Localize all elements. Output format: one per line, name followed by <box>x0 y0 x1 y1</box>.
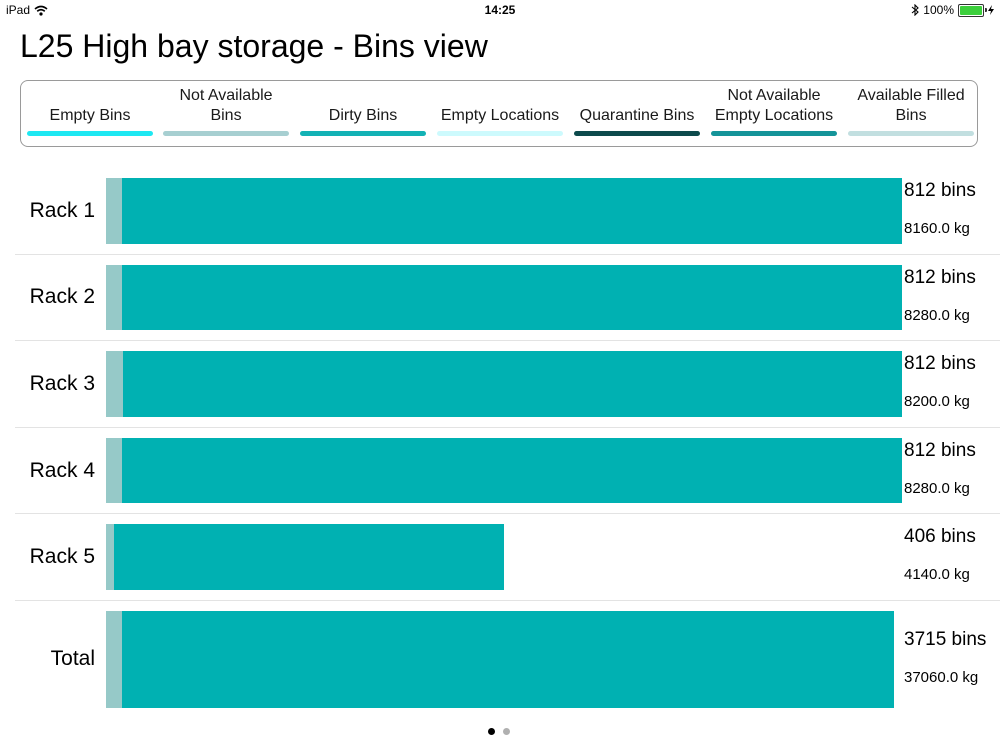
rack-label: Rack 2 <box>29 285 95 309</box>
device-name: iPad <box>6 3 31 17</box>
legend-item-not-available-empty-locations[interactable]: Not Available Empty Locations <box>711 81 837 147</box>
weight: 8200.0 kg <box>904 393 970 411</box>
page-indicator[interactable] <box>488 728 510 735</box>
rack-bar <box>106 178 902 244</box>
legend-swatch <box>163 131 289 136</box>
bar-segment-not-available <box>106 264 122 331</box>
weight: 8280.0 kg <box>904 479 970 497</box>
legend-swatch <box>300 131 426 136</box>
bar-segment-filled <box>121 610 894 708</box>
rack-bar <box>106 524 504 590</box>
total-weight: 37060.0 kg <box>904 668 979 686</box>
legend-item-dirty-bins[interactable]: Dirty Bins <box>300 81 426 147</box>
legend-label: Dirty Bins <box>328 107 398 124</box>
battery-percent: 100% <box>923 3 954 17</box>
weight: 4140.0 kg <box>904 566 970 584</box>
legend-item-quarantine-bins[interactable]: Quarantine Bins <box>574 81 700 147</box>
rack-label: Rack 3 <box>29 371 95 395</box>
legend-label: Not Available Empty Locations <box>714 87 834 124</box>
legend-swatch <box>574 131 700 136</box>
bluetooth-icon <box>911 4 920 16</box>
bar-segment-not-available <box>106 524 114 590</box>
status-bar-left: iPad <box>6 3 48 17</box>
bar-segment-filled <box>122 351 902 417</box>
legend: Empty Bins Not Available Bins Dirty Bins… <box>20 80 978 147</box>
legend-label: Not Available Bins <box>179 87 273 124</box>
legend-label: Quarantine Bins <box>579 107 695 124</box>
rack-row-4[interactable]: Rack 4 812 bins 8280.0 kg <box>15 428 1000 515</box>
total-row[interactable]: Total 3715 bins 37060.0 kg <box>15 601 1000 717</box>
rack-label: Rack 4 <box>29 458 95 482</box>
bin-count: 812 bins <box>904 353 976 375</box>
total-label: Total <box>50 647 95 671</box>
bar-segment-not-available <box>106 178 122 244</box>
rack-list: Rack 1 812 bins 8160.0 kg Rack 2 812 bin… <box>15 168 1000 717</box>
page-dot-1[interactable] <box>488 728 495 735</box>
rack-row-1[interactable]: Rack 1 812 bins 8160.0 kg <box>15 168 1000 255</box>
status-bar: iPad 14:25 100% <box>0 0 1000 20</box>
rack-label: Rack 5 <box>29 545 95 569</box>
bar-segment-not-available <box>106 437 122 504</box>
legend-swatch <box>848 131 974 136</box>
bin-count: 812 bins <box>904 266 976 288</box>
legend-item-empty-bins[interactable]: Empty Bins <box>27 81 153 147</box>
rack-bar <box>106 351 902 417</box>
weight: 8280.0 kg <box>904 306 970 324</box>
page-dot-2[interactable] <box>503 728 510 735</box>
wifi-icon <box>34 5 48 16</box>
total-bin-count: 3715 bins <box>904 628 987 650</box>
legend-item-available-filled-bins[interactable]: Available Filled Bins <box>848 81 974 147</box>
legend-label: Available Filled Bins <box>857 87 965 124</box>
legend-item-not-available-bins[interactable]: Not Available Bins <box>163 81 289 147</box>
legend-label: Empty Bins <box>49 107 131 124</box>
bar-segment-filled <box>121 178 902 244</box>
battery-icon <box>958 3 987 17</box>
status-bar-right: 100% <box>911 3 994 17</box>
rack-bar <box>106 264 902 331</box>
total-bar <box>106 610 894 708</box>
rack-row-5[interactable]: Rack 5 406 bins 4140.0 kg <box>15 514 1000 601</box>
bar-segment-filled <box>121 264 902 331</box>
bin-count: 812 bins <box>904 180 976 201</box>
legend-item-empty-locations[interactable]: Empty Locations <box>437 81 563 147</box>
bin-count: 812 bins <box>904 439 976 461</box>
rack-label: Rack 1 <box>29 198 95 222</box>
bar-segment-not-available <box>106 610 122 708</box>
bar-segment-filled <box>121 437 902 504</box>
bar-segment-not-available <box>106 351 123 417</box>
clock: 14:25 <box>484 3 516 17</box>
legend-swatch <box>711 131 837 136</box>
legend-label: Empty Locations <box>440 107 560 124</box>
bar-segment-filled <box>113 524 504 590</box>
rack-bar <box>106 437 902 504</box>
weight: 8160.0 kg <box>904 220 970 237</box>
charging-icon <box>988 5 994 15</box>
page-title: L25 High bay storage - Bins view <box>20 28 488 64</box>
legend-swatch <box>27 131 153 136</box>
rack-row-2[interactable]: Rack 2 812 bins 8280.0 kg <box>15 255 1000 342</box>
rack-row-3[interactable]: Rack 3 812 bins 8200.0 kg <box>15 341 1000 428</box>
legend-swatch <box>437 131 563 136</box>
bin-count: 406 bins <box>904 526 976 548</box>
